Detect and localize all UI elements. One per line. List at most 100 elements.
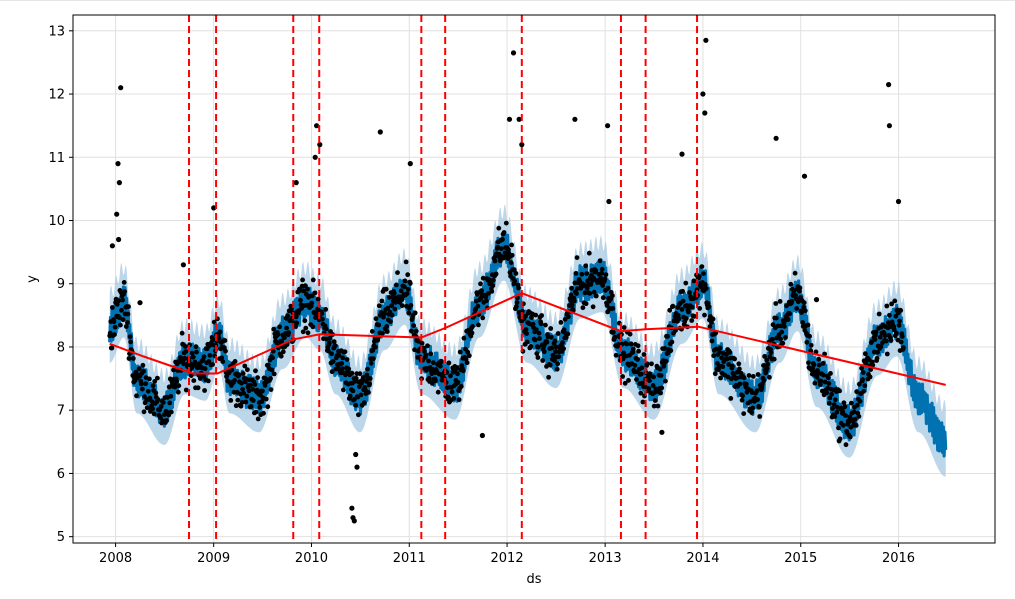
observation-point bbox=[210, 362, 216, 367]
observation-point bbox=[302, 283, 308, 289]
observation-point bbox=[109, 243, 115, 249]
observation-point bbox=[599, 266, 605, 272]
observation-point bbox=[746, 373, 752, 378]
observation-point bbox=[480, 315, 486, 321]
observation-point bbox=[479, 432, 485, 439]
observation-point bbox=[667, 307, 673, 313]
observation-point bbox=[425, 343, 430, 349]
observation-point bbox=[765, 361, 771, 367]
observation-point bbox=[620, 374, 625, 379]
observation-point bbox=[143, 381, 149, 387]
x-tick-label: 2014 bbox=[686, 551, 719, 566]
observation-point bbox=[634, 377, 639, 382]
observation-point bbox=[380, 330, 385, 336]
observation-point bbox=[794, 306, 800, 311]
observation-point bbox=[605, 285, 611, 291]
observation-point bbox=[782, 324, 787, 329]
observation-point bbox=[399, 297, 405, 302]
observation-point bbox=[837, 388, 842, 394]
observation-point bbox=[841, 400, 847, 406]
observation-point bbox=[884, 303, 890, 309]
observation-point bbox=[350, 388, 356, 394]
observation-point bbox=[310, 277, 316, 283]
observation-point bbox=[388, 319, 393, 324]
observation-point bbox=[703, 37, 709, 43]
observation-point bbox=[456, 397, 462, 403]
observation-point bbox=[379, 298, 385, 304]
observation-point bbox=[571, 298, 577, 304]
observation-point bbox=[636, 348, 641, 354]
observation-point bbox=[706, 304, 712, 310]
observation-point bbox=[201, 354, 207, 360]
x-axis-ticks: 2008 2009 2010 2011 2012 2013 2014 2015 2016 bbox=[99, 543, 915, 566]
observation-point bbox=[689, 304, 695, 310]
observation-point bbox=[303, 325, 309, 331]
observation-point bbox=[446, 360, 452, 366]
observation-point bbox=[399, 303, 405, 308]
observation-point bbox=[207, 353, 213, 358]
observation-point bbox=[268, 376, 273, 381]
observation-point bbox=[894, 330, 899, 336]
observation-point bbox=[761, 363, 766, 368]
observation-point bbox=[547, 362, 553, 368]
observation-point bbox=[827, 401, 832, 406]
observation-point bbox=[236, 372, 242, 378]
observation-point bbox=[116, 298, 122, 304]
observation-point bbox=[152, 379, 158, 384]
observation-point bbox=[382, 311, 387, 316]
observation-point bbox=[140, 362, 146, 368]
x-tick-label: 2010 bbox=[295, 551, 328, 566]
observation-point bbox=[366, 390, 371, 395]
observation-point bbox=[150, 406, 156, 412]
observation-point bbox=[302, 318, 308, 324]
observation-point bbox=[147, 376, 152, 382]
observation-point bbox=[248, 404, 254, 409]
observation-point bbox=[665, 333, 670, 339]
observation-point bbox=[553, 349, 558, 355]
observation-point bbox=[233, 403, 239, 409]
observation-point bbox=[642, 384, 648, 389]
observation-point bbox=[421, 348, 427, 354]
observation-point bbox=[140, 386, 145, 392]
observation-point bbox=[600, 295, 606, 301]
observation-point bbox=[189, 350, 195, 356]
observation-point bbox=[500, 237, 505, 242]
observation-point bbox=[121, 280, 127, 285]
y-axis-ticks: 5 6 7 8 9 10 11 12 13 bbox=[48, 24, 73, 545]
observation-point bbox=[282, 335, 287, 341]
observation-point bbox=[516, 285, 521, 291]
observation-point bbox=[658, 390, 663, 396]
observation-point bbox=[572, 116, 578, 122]
observation-point bbox=[818, 378, 824, 384]
observation-point bbox=[309, 300, 315, 306]
observation-point bbox=[692, 313, 697, 319]
observation-point bbox=[807, 333, 812, 339]
observation-point bbox=[652, 398, 658, 403]
observation-point bbox=[373, 316, 379, 322]
observation-point bbox=[232, 359, 238, 364]
observation-point bbox=[269, 367, 275, 373]
observation-point bbox=[404, 291, 410, 296]
observation-point bbox=[293, 314, 299, 320]
observation-point bbox=[329, 369, 335, 375]
observation-point bbox=[561, 346, 566, 352]
observation-point bbox=[506, 247, 511, 253]
observation-point bbox=[799, 310, 804, 315]
observation-point bbox=[670, 303, 676, 309]
observation-point bbox=[861, 388, 867, 394]
observation-point bbox=[193, 344, 199, 350]
observation-point bbox=[128, 339, 134, 345]
observation-point bbox=[872, 337, 878, 342]
observation-point bbox=[532, 337, 538, 343]
observation-point bbox=[228, 398, 234, 403]
observation-point bbox=[172, 384, 178, 390]
observation-point bbox=[433, 378, 438, 384]
observation-point bbox=[555, 361, 561, 367]
observation-point bbox=[673, 327, 678, 333]
observation-point bbox=[479, 288, 484, 293]
observation-point bbox=[883, 338, 889, 344]
y-tick-label: 13 bbox=[48, 24, 65, 39]
observation-point bbox=[824, 390, 830, 396]
observation-point bbox=[777, 299, 783, 304]
observation-point bbox=[240, 386, 246, 392]
